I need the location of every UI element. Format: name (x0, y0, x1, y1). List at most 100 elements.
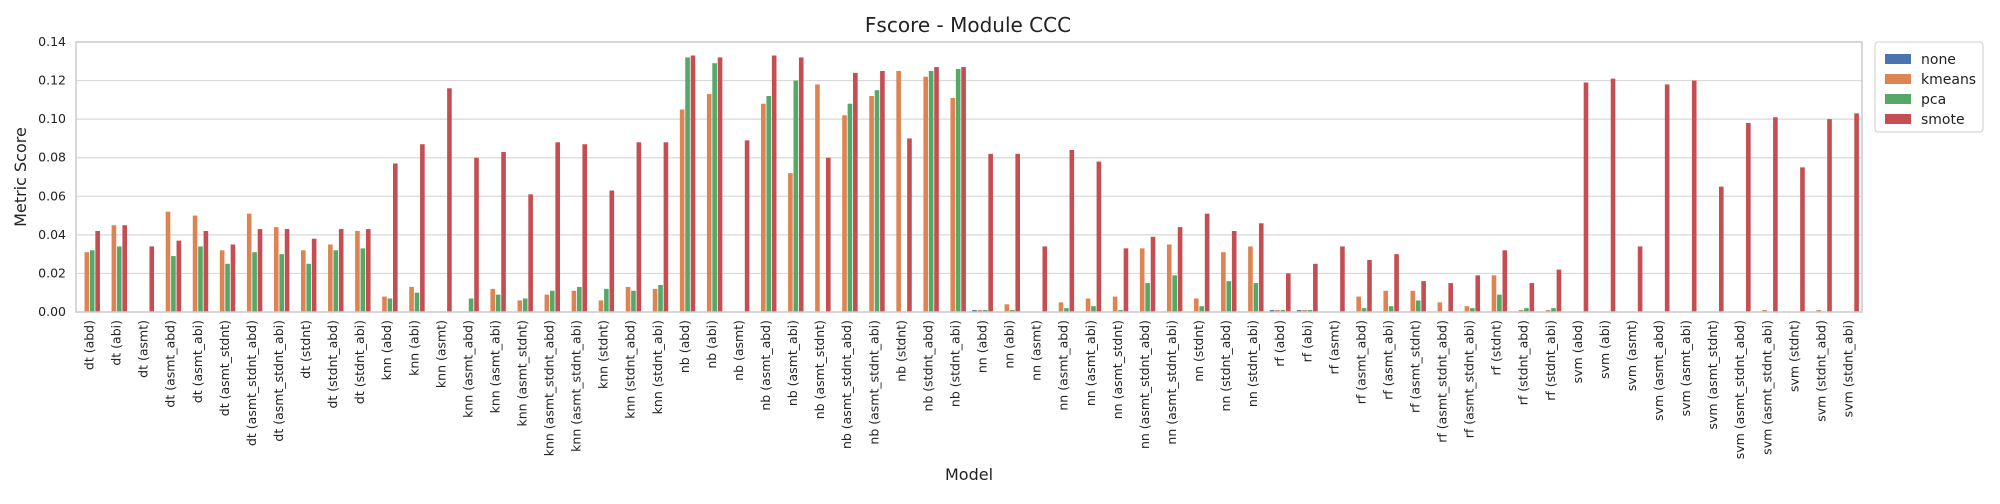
x-tick-label: svm (asmt_abi) (1678, 320, 1693, 416)
bar-smote (474, 157, 479, 312)
bar-kmeans (1221, 252, 1226, 312)
bar-smote (907, 138, 912, 312)
x-tick-label: svm (asmt) (1624, 320, 1639, 391)
bar-smote (798, 57, 804, 312)
x-tick-label: knn (asmt_stdnt_abd) (542, 320, 557, 456)
bar-smote (1258, 223, 1264, 312)
bar-pca (116, 246, 122, 312)
x-axis-title: Model (945, 465, 993, 484)
bar-kmeans (977, 310, 983, 312)
legend-swatch-none (1885, 54, 1911, 64)
bar-smote (934, 67, 939, 312)
x-tick-label: nn (stdnt_abd) (1218, 320, 1233, 412)
bar-smote (1394, 254, 1399, 312)
bar-pca (928, 70, 934, 312)
x-tick-label: svm (abi) (1597, 320, 1612, 379)
bar-pca (1253, 283, 1259, 312)
bar-smote (1746, 123, 1751, 312)
bar-kmeans (679, 109, 685, 312)
x-tick-label: svm (stdnt) (1786, 320, 1801, 392)
x-tick-label: knn (stdnt_abd) (623, 320, 638, 419)
bar-pca (955, 69, 961, 312)
bar-smote (1123, 248, 1129, 312)
bar-kmeans (950, 97, 956, 312)
x-tick-label: nn (asmt_stdnt_abd) (1137, 320, 1152, 449)
bar-pca (387, 298, 393, 312)
bar-kmeans (246, 213, 252, 312)
y-gridlines (76, 41, 1862, 313)
legend-label-none: none (1921, 52, 1956, 68)
bar-smote (961, 67, 966, 312)
legend-swatch-kmeans (1885, 74, 1911, 84)
bar-smote (717, 57, 723, 312)
bar-kmeans (1383, 290, 1389, 312)
chart-title: Fscore - Module CCC (865, 13, 1071, 37)
bar-kmeans (706, 94, 712, 312)
x-tick-label: rf (asmt_stdnt_abi) (1462, 320, 1477, 438)
bar-smote (1096, 161, 1102, 312)
bar-kmeans (1058, 302, 1064, 312)
bar-pca (1361, 308, 1367, 312)
bar-pca (1009, 310, 1015, 312)
bar-kmeans (84, 252, 90, 312)
x-tick-label: rf (abd) (1272, 320, 1287, 367)
legend-swatch-pca (1885, 94, 1911, 104)
bar-kmeans (490, 288, 496, 312)
x-tick-label: knn (stdnt_abi) (650, 320, 665, 414)
bar-kmeans (1491, 275, 1497, 312)
bar-kmeans (1004, 304, 1010, 312)
x-tick-label: rf (abi) (1299, 320, 1314, 362)
x-tick-label: knn (asmt_stdnt) (515, 320, 530, 426)
bar-kmeans (1816, 310, 1822, 312)
x-tick-label: nn (asmt_stdnt) (1110, 320, 1125, 419)
bar-pca (847, 103, 853, 312)
bar-kmeans (1166, 244, 1172, 312)
bar-smote (1340, 246, 1345, 312)
bar-pca (1470, 308, 1475, 312)
bar-pca (658, 285, 663, 312)
bar-smote (1502, 250, 1508, 312)
x-tick-label: nb (asmt_stdnt_abi) (866, 320, 881, 445)
x-tick-label: knn (abi) (406, 320, 421, 376)
x-tick-label: dt (abd) (82, 320, 97, 370)
x-tick-label: nb (stdnt) (893, 320, 908, 382)
bar-smote (1773, 117, 1778, 312)
bar-kmeans (869, 96, 874, 312)
y-tick-label: 0.04 (38, 227, 66, 242)
bar-none (1269, 310, 1275, 312)
bar-pca (468, 298, 474, 312)
y-tick-label: 0.10 (38, 111, 66, 126)
bar-pca (279, 254, 284, 312)
bar-kmeans (625, 286, 631, 312)
y-tick-label: 0.02 (38, 265, 66, 280)
x-tick-label: dt (asmt_abd) (163, 320, 178, 408)
bar-kmeans (815, 84, 820, 312)
x-tick-label: svm (asmt_stdnt_abi) (1759, 320, 1774, 455)
bar-kmeans (1518, 310, 1524, 312)
bar-smote (663, 142, 669, 312)
bar-smote (311, 238, 317, 312)
x-tick-label: rf (asmt) (1326, 320, 1341, 375)
bar-pca (1307, 310, 1313, 312)
bar-kmeans (571, 290, 577, 312)
bar-smote (1691, 80, 1697, 312)
bar-smote (1286, 273, 1291, 312)
x-tick-label: dt (asmt_abi) (190, 320, 205, 403)
legend-label-pca: pca (1921, 92, 1946, 108)
bar-none (972, 310, 977, 312)
y-tick-label: 0.12 (38, 73, 66, 88)
x-tick-label: knn (asmt_abi) (487, 320, 502, 413)
x-tick-label: svm (stdnt_abi) (1840, 320, 1855, 417)
bar-smote (257, 229, 263, 312)
bar-kmeans (165, 211, 171, 312)
bar-smote (393, 163, 398, 312)
bar-kmeans (788, 173, 793, 312)
bar-pca (198, 246, 203, 312)
bar-smote (230, 244, 236, 312)
x-tick-label: knn (asmt_stdnt_abi) (569, 320, 584, 452)
bar-smote (1583, 82, 1589, 312)
bar-pca (1551, 308, 1556, 312)
bar-pca (1145, 283, 1150, 312)
bar-smote (771, 55, 777, 312)
